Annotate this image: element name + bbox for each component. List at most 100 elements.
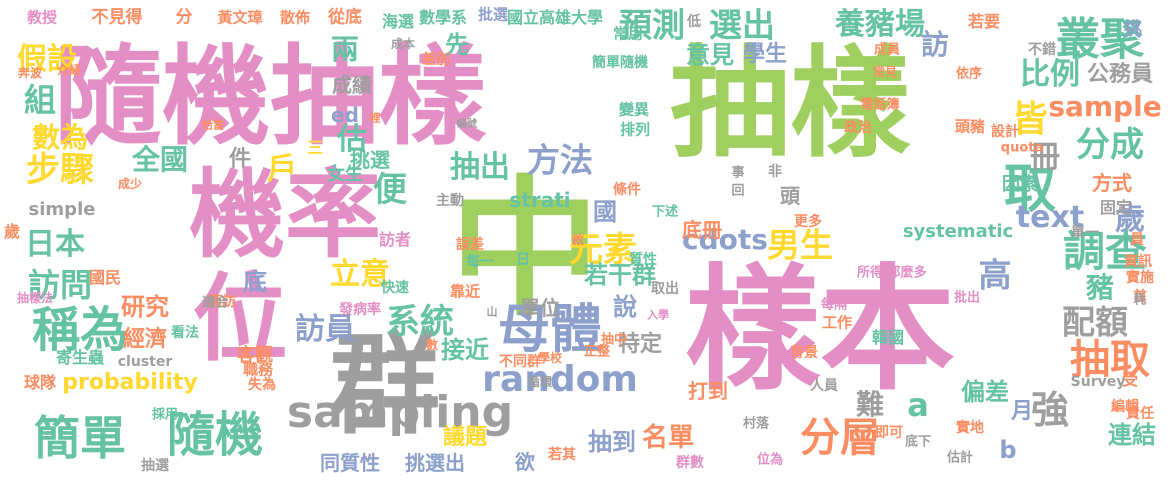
cloud-word: 背景 [790,345,818,361]
cloud-word: 議題 [442,425,488,450]
cloud-word: 質性 [629,252,657,268]
cloud-word: 名單 [641,423,695,453]
cloud-word: 採用 [151,407,179,423]
cloud-word: 月 [1010,399,1034,424]
cloud-word: a [907,386,929,424]
cloud-word: 因素 [1002,174,1038,195]
cloud-word: 首 [1133,289,1147,305]
cloud-word: 挑選出 [405,451,465,475]
cloud-word: 主動 [436,193,464,209]
cloud-word: 若干群 [584,261,656,289]
cloud-word: 設計 [991,124,1019,140]
cloud-word: 立意 [330,257,390,292]
cloud-word: 條件 [613,182,641,198]
cloud-word: 村落 [742,416,770,432]
cloud-word: 分成 [1076,125,1144,165]
cloud-word: 介紹 [56,63,82,77]
cloud-word: 靠近 [449,282,481,301]
cloud-word: 群數 [676,455,704,471]
cloud-word: 批出 [953,290,981,306]
cloud-word: 電話簿 [860,97,900,113]
cloud-word: 誤差 [456,237,484,253]
cloud-word: 寄生蟲 [55,348,105,367]
cloud-word: 戶 [267,152,297,187]
cloud-word: 實施 [1126,270,1154,286]
cloud-word: 依序 [955,66,983,82]
cloud-word: 職務 [242,360,274,379]
cloud-word: 國民 [88,268,122,287]
cloud-word: 訪問 [27,266,93,304]
cloud-word: simple [28,199,96,220]
cloud-word: 樣本 [685,251,955,409]
cloud-word: 成員 [873,42,901,58]
cloud-word: 每一 [466,254,494,270]
cloud-word: sample [1048,90,1162,123]
cloud-word: ed [331,103,359,127]
cloud-word: 單一 [1071,225,1099,241]
cloud-word: 看法 [171,325,199,341]
cloud-word: 工作 [821,313,853,332]
cloud-word: 估計 [946,450,974,466]
cloud-word: 位 [192,264,288,375]
cloud-word: 步驟 [26,150,94,190]
cloud-word: 女生 [327,164,363,185]
cloud-word: 抽樣法 [16,291,54,305]
cloud-word: 抽取 [1070,337,1150,383]
cloud-word: 正整 [583,344,611,360]
cloud-word: 男生 [767,225,833,265]
cloud-word: 豬 [1085,271,1115,304]
cloud-word: 敘 [571,233,585,247]
cloud-word: 組 [23,81,57,119]
cloud-word: 底下 [904,434,932,450]
cloud-word: 編輯 [1111,399,1139,415]
cloud-word: 說 [613,293,637,321]
cloud-word: systematic [902,221,1014,242]
cloud-word: 面訪 [208,294,236,310]
cloud-word: 挑 [1124,19,1142,40]
cloud-word: 政治 [844,120,872,136]
cloud-word: 回 [731,183,745,199]
cloud-word: 冊 [1030,140,1060,175]
cloud-word: 編號 [457,119,477,130]
cloud-word: 責任 [1126,406,1154,422]
cloud-word: quota [1000,140,1044,156]
cloud-word: 抽出 [450,150,510,185]
cloud-word: 方式 [1092,171,1132,195]
cloud-word: cdots [682,223,768,256]
cloud-word: 歲 [1115,202,1145,237]
cloud-word: 球隊 [23,373,57,392]
cloud-word: 抽中 [600,332,628,348]
cloud-word: 每隔 [820,297,848,313]
cloud-word: 研究 [121,293,169,321]
cloud-word: 取 [1003,160,1057,220]
cloud-word: 群 [330,321,440,449]
cloud-word: 公務員 [1086,62,1154,87]
cloud-word: 排列 [619,120,651,139]
cloud-word: 適合 [201,295,229,311]
cloud-word: 若其 [548,447,576,463]
cloud-word: 取出 [651,281,679,297]
cloud-word: 資訊 [1124,254,1152,270]
cloud-word: 挑選 [350,148,390,172]
cloud-word: 常用 [612,24,644,43]
cloud-word: 韓國 [871,328,905,347]
cloud-word: 國立高雄大學 [506,8,604,27]
cloud-word: 恰當 [202,118,224,132]
cloud-word: 事 [731,165,745,181]
cloud-word: 訪員 [295,312,355,347]
cloud-word: 頭豬 [954,117,986,136]
cloud-word: 高 [978,255,1012,295]
cloud-word: 數 [425,338,439,352]
cloud-word: 單位 [520,296,560,320]
cloud-word: 學校 [537,351,563,365]
cloud-word: Survey [1070,374,1126,390]
cloud-word: text [1015,200,1085,235]
cloud-word: 快速 [381,280,409,296]
cloud-word: 估 [337,122,367,157]
cloud-word: 固定 [1099,198,1133,217]
cloud-word: 從底 [328,7,362,28]
cloud-word: 隨機抽樣 [53,35,487,160]
cloud-word: 抽選 [141,458,169,474]
cloud-word: 三 [306,138,324,157]
